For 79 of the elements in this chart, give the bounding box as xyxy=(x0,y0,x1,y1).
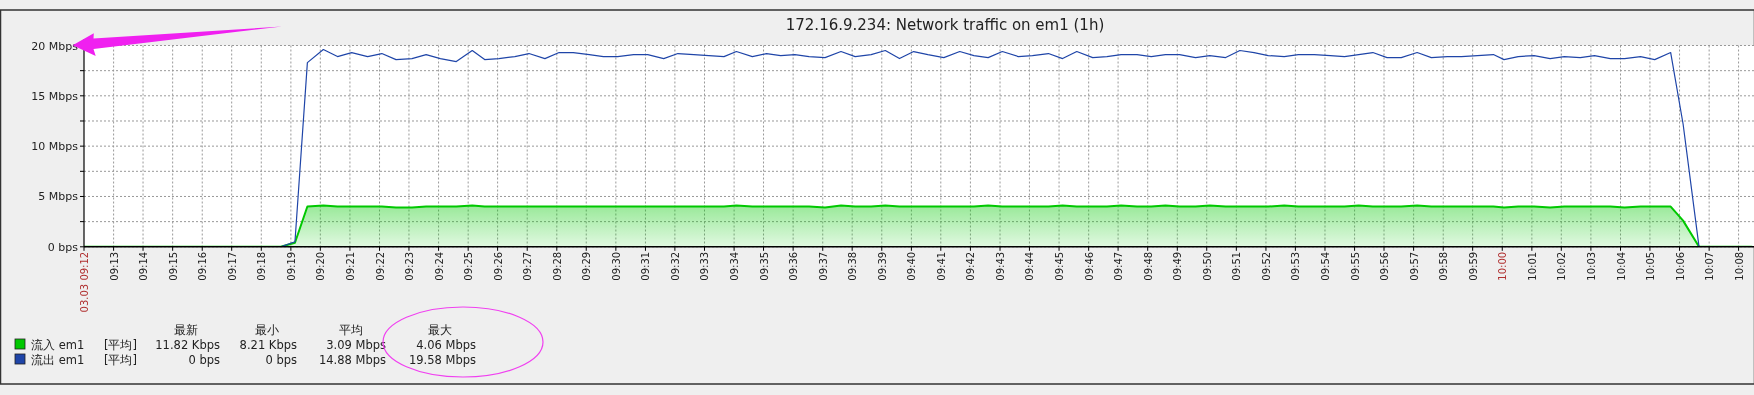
y-tick-label: 10 Mbps xyxy=(31,140,79,154)
x-tick-label: 09:46 xyxy=(1083,251,1095,281)
x-tick-label: 09:59 xyxy=(1467,251,1479,281)
legend-label: 流入 em1 xyxy=(31,338,85,352)
text: 3.09 Mbps xyxy=(326,338,386,352)
x-tick-label: 10:08 xyxy=(1733,251,1745,281)
x-tick-label: 09:23 xyxy=(403,251,415,281)
text: 11.82 Kbps xyxy=(155,338,220,352)
x-tick-label: 09:27 xyxy=(522,251,534,281)
x-tick-label: 09:35 xyxy=(758,251,770,281)
x-tick-label: 09:30 xyxy=(610,251,622,281)
x-tick-label: 09:55 xyxy=(1349,251,1361,281)
x-tick-label: 10:07 xyxy=(1704,251,1716,281)
x-tick-label: 09:57 xyxy=(1408,251,1420,281)
text: 平均 xyxy=(339,323,363,337)
x-tick-label: 09:21 xyxy=(344,251,356,281)
x-tick-label: 09:44 xyxy=(1024,251,1036,281)
x-tick-label: 10:00 xyxy=(1497,251,1509,281)
x-tick-label: 09:19 xyxy=(285,251,297,281)
legend-label: 流出 em1 xyxy=(31,353,85,367)
x-tick-label: 09:53 xyxy=(1290,251,1302,281)
text: 0 bps xyxy=(188,353,220,367)
x-tick-label: 09:45 xyxy=(1054,251,1066,281)
x-tick-label: 09:40 xyxy=(906,251,918,281)
x-tick-label: 09:47 xyxy=(1113,251,1125,281)
x-tick-label: 09:38 xyxy=(847,251,859,281)
x-tick-label: 09:39 xyxy=(876,251,888,281)
y-tick-label: 20 Mbps xyxy=(31,39,79,53)
x-tick-label: 09:43 xyxy=(995,251,1007,281)
x-tick-label: 09:41 xyxy=(935,251,947,281)
text: 14.88 Mbps xyxy=(318,353,387,367)
x-tick-label: 09:31 xyxy=(640,251,652,281)
x-tick-label: 09:17 xyxy=(226,251,238,281)
x-tick-label: 09:56 xyxy=(1379,251,1391,281)
chart-title: 172.16.9.234: Network traffic on em1 (1h) xyxy=(785,16,1105,34)
x-tick-label: 09:52 xyxy=(1260,251,1272,281)
x-tick-label: 10:03 xyxy=(1585,251,1597,281)
x-tick-label: 09:37 xyxy=(817,251,829,281)
x-tick-label: 10:01 xyxy=(1526,251,1538,281)
x-tick-label: 03.03 09:12 xyxy=(79,251,90,313)
x-tick-label: 09:20 xyxy=(315,251,327,281)
x-tick-label: 09:32 xyxy=(669,251,681,281)
text: 0 bps xyxy=(265,353,297,367)
x-tick-label: 09:13 xyxy=(108,251,120,281)
x-tick-label: 10:02 xyxy=(1556,251,1568,281)
x-tick-label: 09:48 xyxy=(1142,251,1154,281)
x-tick-label: 09:51 xyxy=(1231,251,1243,281)
x-tick-label: 09:50 xyxy=(1201,251,1213,281)
y-tick-label: 15 Mbps xyxy=(31,89,79,103)
y-tick-label: 5 Mbps xyxy=(38,190,79,204)
x-tick-label: 09:24 xyxy=(433,251,445,281)
text: 最新 xyxy=(174,323,198,337)
x-tick-label: 09:36 xyxy=(788,251,800,281)
x-tick-label: 09:16 xyxy=(197,251,209,281)
x-tick-label: 09:58 xyxy=(1438,251,1450,281)
x-tick-label: 09:26 xyxy=(492,251,504,281)
x-tick-label: 10:05 xyxy=(1644,251,1656,281)
x-tick-label: 10:04 xyxy=(1615,251,1627,281)
text: 4.06 Mbps xyxy=(416,338,476,352)
x-tick-label: 09:18 xyxy=(256,251,268,281)
x-tick-label: 09:34 xyxy=(729,251,741,281)
x-tick-label: 09:25 xyxy=(463,251,475,281)
text: 19.58 Mbps xyxy=(408,353,477,367)
text: 最大 xyxy=(428,323,452,337)
y-tick-label: 0 bps xyxy=(47,240,79,254)
x-tick-label: 10:06 xyxy=(1674,251,1686,281)
x-tick-label: 09:42 xyxy=(965,251,977,281)
x-tick-label: 09:49 xyxy=(1172,251,1184,281)
x-tick-label: 09:33 xyxy=(699,251,711,281)
text: 8.21 Kbps xyxy=(239,338,297,352)
x-tick-label: 09:22 xyxy=(374,251,386,281)
text: 最小 xyxy=(255,323,279,337)
x-tick-label: 09:15 xyxy=(167,251,179,281)
x-tick-label: 09:14 xyxy=(138,251,150,281)
text: [平均] xyxy=(104,353,137,367)
x-tick-label: 09:28 xyxy=(551,251,563,281)
text: [平均] xyxy=(104,338,137,352)
x-tick-label: 09:54 xyxy=(1319,251,1331,281)
x-tick-label: 09:29 xyxy=(581,251,593,281)
